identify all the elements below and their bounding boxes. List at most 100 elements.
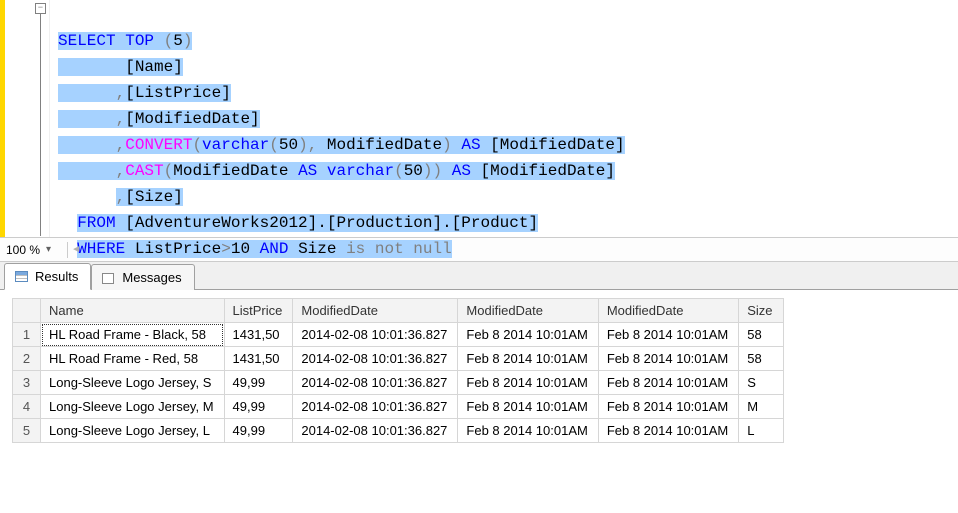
kw-as: AS <box>461 136 480 154</box>
grid-cell[interactable]: 2014-02-08 10:01:36.827 <box>293 395 458 419</box>
col-name: [Name] <box>125 58 183 76</box>
comma: , <box>308 136 318 154</box>
grid-cell[interactable]: Long-Sleeve Logo Jersey, S <box>41 371 225 395</box>
type-len: 50 <box>404 162 423 180</box>
fold-toggle-icon[interactable]: − <box>35 3 46 14</box>
paren: ( <box>192 136 202 154</box>
col-size: [Size] <box>125 188 183 206</box>
grid-cell[interactable]: Feb 8 2014 10:01AM <box>458 419 598 443</box>
grid-cell[interactable]: Feb 8 2014 10:01AM <box>598 323 738 347</box>
col-header[interactable]: Name <box>41 299 225 323</box>
grid-cell[interactable]: 49,99 <box>224 419 293 443</box>
col-header[interactable]: ModifiedDate <box>458 299 598 323</box>
grid-cell[interactable]: Feb 8 2014 10:01AM <box>458 323 598 347</box>
col-header[interactable]: ModifiedDate <box>598 299 738 323</box>
grid-cell[interactable]: HL Road Frame - Black, 58 <box>41 323 225 347</box>
grid-cell[interactable]: L <box>739 419 783 443</box>
arg: ModifiedDate <box>317 136 442 154</box>
table-row[interactable]: 2HL Road Frame - Red, 581431,502014-02-0… <box>13 347 784 371</box>
comma: , <box>116 162 126 180</box>
table-row[interactable]: 5Long-Sleeve Logo Jersey, L49,992014-02-… <box>13 419 784 443</box>
table-row[interactable]: 4Long-Sleeve Logo Jersey, M49,992014-02-… <box>13 395 784 419</box>
tab-messages[interactable]: Messages <box>91 264 194 290</box>
grid-cell[interactable]: 1431,50 <box>224 347 293 371</box>
results-grid-icon <box>15 271 29 282</box>
grid-cell[interactable]: M <box>739 395 783 419</box>
paren-open: ( <box>164 32 174 50</box>
top-n: 5 <box>173 32 183 50</box>
paren: ) <box>442 136 452 154</box>
alias: [ModifiedDate] <box>481 162 615 180</box>
kw-top: TOP <box>125 32 154 50</box>
zoom-dropdown-icon[interactable]: ▾ <box>42 244 55 255</box>
grid-cell[interactable]: Feb 8 2014 10:01AM <box>598 395 738 419</box>
paren: ( <box>164 162 174 180</box>
alias: [ModifiedDate] <box>490 136 624 154</box>
grid-cell[interactable]: 49,99 <box>224 371 293 395</box>
grid-cell[interactable]: 2014-02-08 10:01:36.827 <box>293 419 458 443</box>
fn-cast: CAST <box>125 162 163 180</box>
col-listprice: [ListPrice] <box>125 84 231 102</box>
grid-cell[interactable]: Feb 8 2014 10:01AM <box>458 371 598 395</box>
grid-cell[interactable]: Feb 8 2014 10:01AM <box>598 371 738 395</box>
grid-cell[interactable]: Feb 8 2014 10:01AM <box>458 395 598 419</box>
code-area[interactable]: SELECT TOP (5) [Name] ,[ListPrice] ,[Mod… <box>50 0 625 237</box>
tab-messages-label: Messages <box>122 270 181 285</box>
grid-cell[interactable]: 49,99 <box>224 395 293 419</box>
col-header[interactable]: Size <box>739 299 783 323</box>
grid-cell[interactable]: 2014-02-08 10:01:36.827 <box>293 347 458 371</box>
col-header[interactable]: ListPrice <box>224 299 293 323</box>
grid-cell[interactable]: S <box>739 371 783 395</box>
paren-close: ) <box>183 32 193 50</box>
paren: ( <box>269 136 279 154</box>
grid-header-row: Name ListPrice ModifiedDate ModifiedDate… <box>13 299 784 323</box>
fold-line <box>40 14 41 236</box>
kw-from: FROM <box>77 214 115 232</box>
rownum-cell[interactable]: 3 <box>13 371 41 395</box>
rownum-cell[interactable]: 1 <box>13 323 41 347</box>
tab-results-label: Results <box>35 269 78 284</box>
result-tabs: Results Messages <box>0 262 958 290</box>
paren: ( <box>394 162 404 180</box>
rownum-cell[interactable]: 2 <box>13 347 41 371</box>
zoom-level[interactable]: 100 % <box>6 243 40 257</box>
paren: ) <box>433 162 443 180</box>
kw-select: SELECT <box>58 32 116 50</box>
grid-cell[interactable]: Feb 8 2014 10:01AM <box>458 347 598 371</box>
table-row[interactable]: 1HL Road Frame - Black, 581431,502014-02… <box>13 323 784 347</box>
grid-cell[interactable]: Long-Sleeve Logo Jersey, M <box>41 395 225 419</box>
grid-cell[interactable]: Feb 8 2014 10:01AM <box>598 347 738 371</box>
messages-icon <box>102 272 116 283</box>
h-scrollbar[interactable]: ◄ <box>67 242 958 258</box>
kw-as: AS <box>452 162 471 180</box>
grid-cell[interactable]: Feb 8 2014 10:01AM <box>598 419 738 443</box>
tab-results[interactable]: Results <box>4 263 91 290</box>
grid-cell[interactable]: 1431,50 <box>224 323 293 347</box>
grid-cell[interactable]: 58 <box>739 347 783 371</box>
rownum-header[interactable] <box>13 299 41 323</box>
col-modifieddate: [ModifiedDate] <box>125 110 259 128</box>
grid-cell[interactable]: 58 <box>739 323 783 347</box>
editor-gutter: − <box>5 0 50 237</box>
type-len: 50 <box>279 136 298 154</box>
arg: ModifiedDate <box>173 162 298 180</box>
grid-cell[interactable]: 2014-02-08 10:01:36.827 <box>293 371 458 395</box>
grid-cell[interactable]: 2014-02-08 10:01:36.827 <box>293 323 458 347</box>
sql-editor[interactable]: − SELECT TOP (5) [Name] ,[ListPrice] ,[M… <box>0 0 958 238</box>
paren: ) <box>298 136 308 154</box>
results-grid[interactable]: Name ListPrice ModifiedDate ModifiedDate… <box>12 298 784 443</box>
comma: , <box>116 188 126 206</box>
kw-as: AS <box>298 162 317 180</box>
rownum-cell[interactable]: 4 <box>13 395 41 419</box>
grid-cell[interactable]: HL Road Frame - Red, 58 <box>41 347 225 371</box>
type-varchar: varchar <box>202 136 269 154</box>
scroll-left-icon[interactable]: ◄ <box>68 242 84 258</box>
grid-cell[interactable]: Long-Sleeve Logo Jersey, L <box>41 419 225 443</box>
fn-convert: CONVERT <box>125 136 192 154</box>
table-row[interactable]: 3Long-Sleeve Logo Jersey, S49,992014-02-… <box>13 371 784 395</box>
col-header[interactable]: ModifiedDate <box>293 299 458 323</box>
from-obj: [AdventureWorks2012].[Production].[Produ… <box>125 214 538 232</box>
rownum-cell[interactable]: 5 <box>13 419 41 443</box>
paren: ) <box>423 162 433 180</box>
comma: , <box>116 84 126 102</box>
